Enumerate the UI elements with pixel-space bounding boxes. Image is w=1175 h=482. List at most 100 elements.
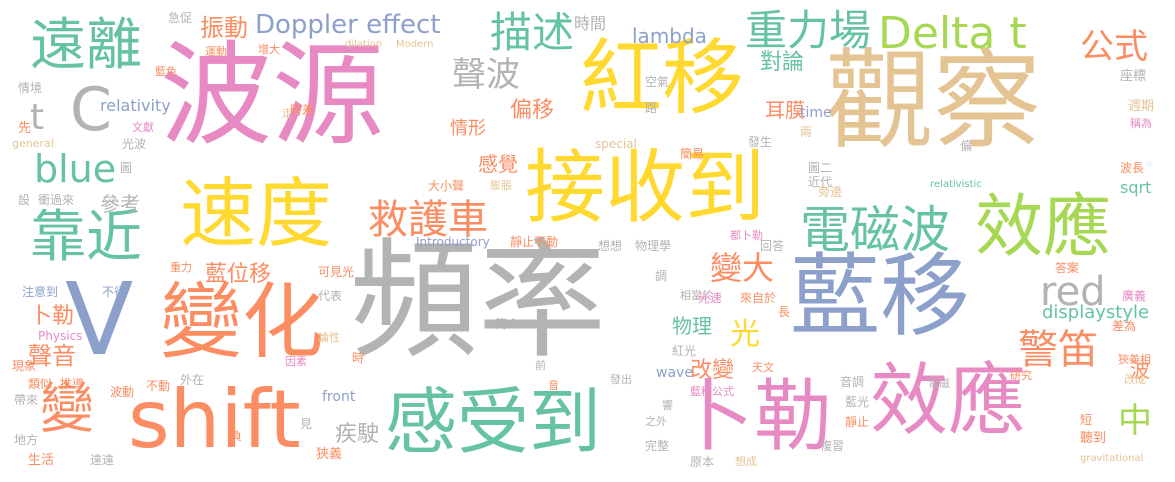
- cloud-word: Modern: [396, 39, 434, 50]
- cloud-word: 音: [548, 379, 559, 392]
- cloud-word: 原本: [690, 455, 715, 469]
- cloud-word: 情境: [18, 81, 43, 95]
- cloud-word: 藍移公式: [690, 385, 734, 398]
- cloud-word: 急促: [168, 11, 193, 25]
- cloud-word: 光波: [122, 137, 147, 151]
- cloud-word: 狹義相: [1118, 353, 1151, 366]
- cloud-word: 物理: [672, 314, 712, 338]
- cloud-word: 偏移: [510, 98, 555, 123]
- cloud-word: 公式: [1080, 27, 1148, 67]
- cloud-word: 參考: [100, 192, 140, 216]
- cloud-word: 推導: [60, 377, 85, 391]
- cloud-word: 變: [40, 377, 94, 440]
- cloud-word: 週期: [1128, 99, 1155, 114]
- cloud-word: 頻率: [350, 227, 607, 376]
- cloud-word: 之外: [645, 415, 667, 428]
- cloud-word: 波源: [160, 31, 384, 161]
- cloud-word: 藍光: [845, 395, 870, 409]
- cloud-word: 警笛: [1018, 327, 1098, 373]
- cloud-word: 回答: [760, 239, 785, 253]
- cloud-word: 旁邊: [818, 185, 843, 199]
- cloud-word: 卜勒: [676, 372, 833, 462]
- cloud-word: 音調: [840, 375, 865, 389]
- cloud-word: 時間: [574, 14, 607, 33]
- cloud-word: 中: [1118, 401, 1152, 441]
- cloud-word: 近代: [808, 175, 833, 189]
- cloud-word: displaystyle: [1042, 302, 1150, 323]
- cloud-word: Delta t: [878, 8, 1027, 59]
- cloud-word: 代表: [318, 289, 343, 303]
- cloud-word: 狹義: [316, 447, 343, 462]
- cloud-word: 生活: [28, 453, 55, 468]
- cloud-word: front: [322, 389, 356, 405]
- cloud-word: 外在: [180, 373, 205, 387]
- cloud-word: 描述: [490, 8, 575, 57]
- cloud-word: 先: [18, 121, 32, 136]
- cloud-word: 來自於: [740, 291, 777, 305]
- cloud-word: 調: [655, 269, 668, 283]
- cloud-word: 偏: [960, 139, 973, 153]
- cloud-word: 設: [18, 193, 31, 207]
- cloud-word: shift: [128, 373, 301, 466]
- cloud-word: 速度: [180, 169, 332, 258]
- cloud-word: wave: [656, 365, 693, 381]
- cloud-word: 空氣: [645, 75, 670, 89]
- cloud-word: 稱為: [1130, 117, 1152, 130]
- cloud-word: 紅移: [580, 31, 745, 126]
- cloud-word: 情形: [450, 118, 486, 139]
- cloud-word: V: [65, 261, 134, 378]
- cloud-word: 波動: [110, 385, 135, 399]
- cloud-word: 簡易: [680, 147, 705, 161]
- cloud-word: special: [595, 137, 637, 151]
- cloud-word: 觀察: [825, 39, 1042, 164]
- cloud-word: 注意到: [22, 285, 59, 299]
- cloud-word: 現象: [12, 359, 37, 373]
- cloud-word: gravitational: [1080, 453, 1144, 464]
- cloud-word: 可見光: [318, 265, 355, 279]
- cloud-word: 負: [230, 429, 243, 443]
- cloud-word: 藍移: [790, 244, 970, 349]
- cloud-word: 電磁: [928, 377, 950, 390]
- cloud-word: 靜止: [845, 415, 870, 429]
- cloud-word: 因素: [285, 355, 307, 368]
- cloud-word: relativity: [100, 96, 171, 115]
- cloud-word: 論性: [318, 331, 340, 344]
- cloud-word: 路: [645, 101, 658, 115]
- cloud-word: 振動: [200, 14, 248, 42]
- cloud-word: lambda: [632, 24, 707, 48]
- cloud-word: 不行: [102, 285, 127, 299]
- cloud-word: 短: [1080, 413, 1093, 427]
- cloud-word: 救護車: [368, 197, 488, 243]
- cloud-word: 響: [662, 399, 673, 412]
- cloud-word: 重力場: [745, 6, 872, 55]
- cloud-word: 帶來: [14, 393, 39, 407]
- cloud-word: 靠近: [30, 205, 142, 270]
- cloud-word: 聽到: [1080, 431, 1107, 446]
- cloud-word: 遠遠: [90, 453, 115, 467]
- cloud-word: time: [800, 105, 832, 121]
- cloud-word: 效應: [870, 356, 1027, 446]
- cloud-word: 不動: [146, 379, 171, 393]
- cloud-word: 疾駛: [335, 422, 380, 447]
- cloud-word: red: [1040, 269, 1106, 315]
- cloud-word: 想想: [598, 239, 623, 253]
- cloud-word: 圖: [120, 161, 133, 175]
- cloud-word: 接收到: [525, 141, 765, 234]
- cloud-word: 紅光: [672, 344, 697, 358]
- cloud-word: 座標: [1120, 69, 1147, 84]
- cloud-word: t: [30, 97, 45, 138]
- cloud-word: 膨脹: [490, 179, 512, 192]
- cloud-word: 類似: [28, 377, 53, 391]
- cloud-word: 遠離: [30, 13, 142, 78]
- cloud-word: 廣義: [1122, 289, 1147, 303]
- cloud-word: 光: [730, 317, 760, 352]
- cloud-word: 前: [535, 359, 546, 372]
- cloud-word: general: [12, 137, 54, 150]
- cloud-word: 大小聲: [428, 179, 465, 193]
- cloud-word: 天文: [752, 361, 774, 374]
- cloud-word: 簡介: [495, 317, 520, 331]
- cloud-word: 都卜勒: [730, 229, 763, 242]
- cloud-word: 想成: [735, 455, 757, 468]
- cloud-word: 地方: [14, 433, 39, 447]
